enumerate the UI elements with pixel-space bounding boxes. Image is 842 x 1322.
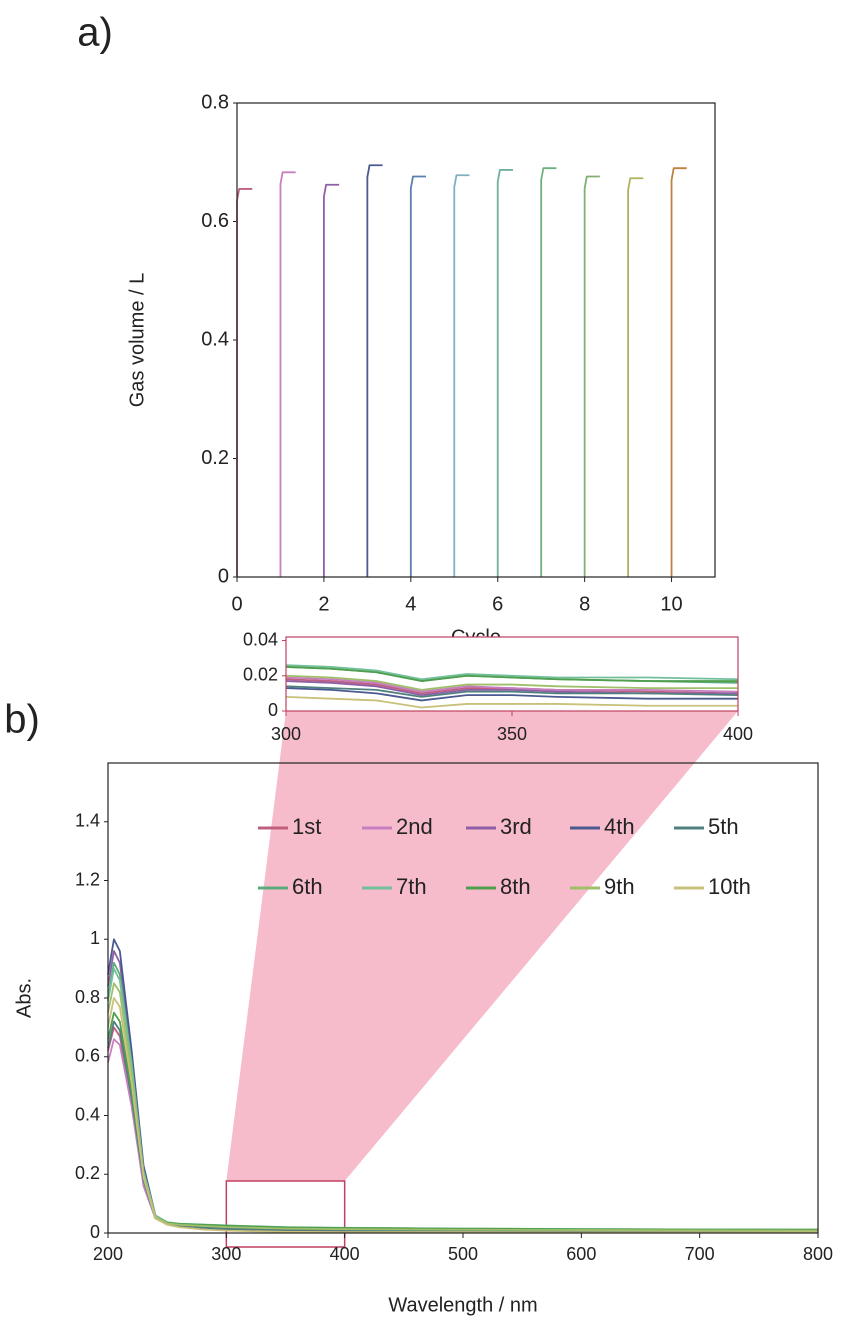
x-tick-label: 8: [579, 593, 590, 615]
x-tick-label: 400: [330, 1244, 360, 1264]
series-line: [107, 982, 819, 1232]
series-line: [323, 183, 340, 577]
y-tick-label: 0.8: [75, 987, 100, 1007]
series-line: [496, 169, 513, 577]
y-axis-label: Gas volume / L: [126, 273, 148, 408]
x-tick-label: 300: [271, 724, 301, 744]
y-tick-label: 0.04: [243, 629, 278, 649]
x-axis-label: Wavelength / nm: [388, 1294, 537, 1316]
y-tick-label: 0.4: [201, 328, 229, 350]
x-tick-label: 350: [497, 724, 527, 744]
series-line: [279, 171, 296, 577]
legend-label: 9th: [604, 874, 635, 899]
y-tick-label: 0.02: [243, 665, 278, 685]
zoom-box: [225, 1180, 346, 1248]
x-tick-label: 200: [93, 1244, 123, 1264]
series-line: [670, 167, 687, 577]
x-tick-label: 400: [723, 724, 753, 744]
panel-label: a): [77, 11, 113, 55]
series-line: [285, 666, 738, 682]
series-line: [285, 685, 739, 698]
y-tick-label: 0.6: [75, 1046, 100, 1066]
x-tick-label: 500: [448, 1244, 478, 1264]
x-tick-label: 800: [803, 1244, 833, 1264]
x-tick-label: 700: [685, 1244, 715, 1264]
zoom-connector: [226, 711, 739, 1181]
x-tick-label: 6: [492, 593, 503, 615]
legend-label: 2nd: [396, 814, 433, 839]
plot-frame: [285, 636, 739, 712]
x-tick-label: 300: [211, 1244, 241, 1264]
series-line: [540, 167, 557, 577]
y-tick-label: 0: [268, 700, 278, 720]
series-line: [285, 678, 739, 695]
y-tick-label: 0.4: [75, 1104, 100, 1124]
x-tick-label: 10: [660, 593, 682, 615]
y-tick-label: 0: [218, 565, 229, 587]
y-axis-label: Abs.: [13, 978, 35, 1018]
x-tick-label: 4: [405, 593, 416, 615]
series-line: [453, 174, 470, 577]
y-tick-label: 0.6: [201, 210, 229, 232]
series-line: [409, 175, 427, 577]
y-tick-label: 0: [90, 1222, 100, 1242]
y-tick-label: 1.2: [75, 869, 100, 889]
y-tick-label: 1: [90, 928, 100, 948]
legend-label: 7th: [396, 874, 427, 899]
legend-label: 3rd: [500, 814, 532, 839]
series-line: [627, 177, 644, 577]
legend-label: 10th: [708, 874, 751, 899]
series-line: [285, 676, 739, 693]
y-tick-label: 0.2: [75, 1163, 100, 1183]
series-line: [285, 674, 738, 691]
plot-frame: [236, 102, 716, 578]
series-line: [285, 687, 738, 702]
series-line: [366, 164, 383, 577]
series-line: [583, 175, 600, 577]
y-tick-label: 0.8: [201, 91, 229, 113]
legend-label: 8th: [500, 874, 531, 899]
series-line: [285, 664, 739, 681]
series-line: [107, 1011, 818, 1231]
y-tick-label: 1.4: [75, 811, 100, 831]
x-tick-label: 2: [318, 593, 329, 615]
plot-frame: [107, 762, 819, 1234]
panel-label: b): [4, 698, 40, 742]
x-tick-label: 0: [231, 593, 242, 615]
y-tick-label: 0.2: [201, 447, 229, 469]
legend-label: 6th: [292, 874, 323, 899]
x-tick-label: 600: [566, 1244, 596, 1264]
legend-label: 1st: [292, 814, 321, 839]
series-line: [285, 696, 738, 709]
legend-label: 5th: [708, 814, 739, 839]
legend-label: 4th: [604, 814, 635, 839]
series-line: [107, 997, 818, 1234]
